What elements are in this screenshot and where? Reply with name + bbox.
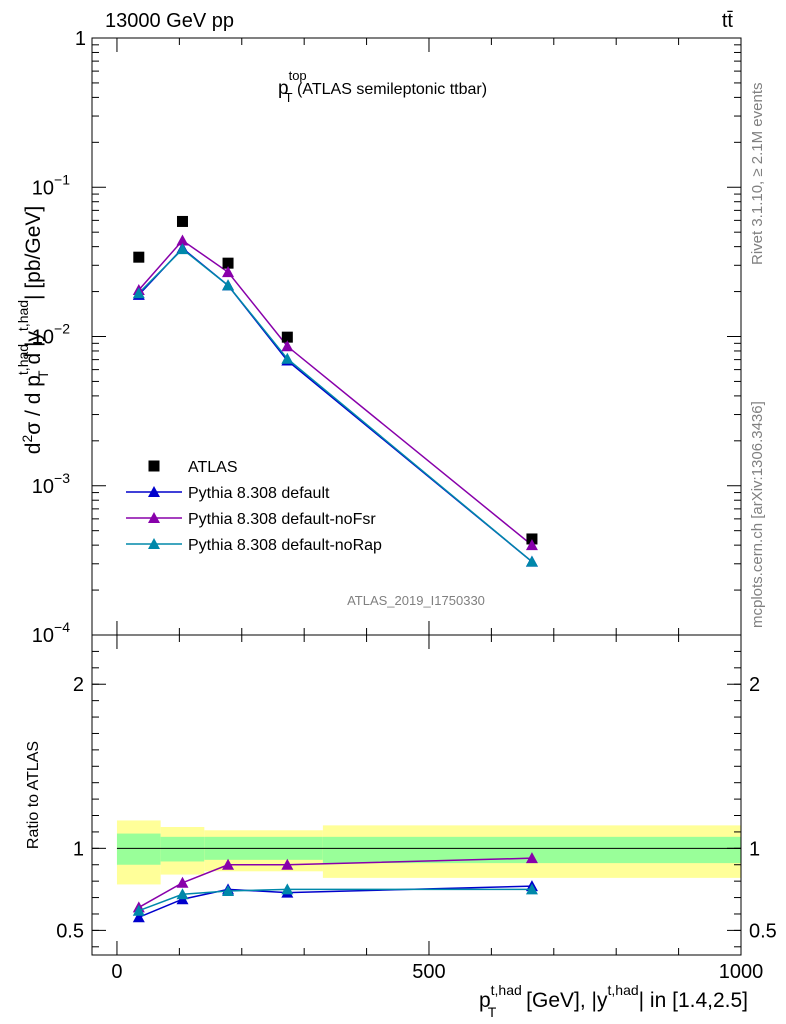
series-2-marker	[281, 340, 294, 352]
series-2-marker	[222, 266, 235, 278]
series-3-marker	[132, 287, 145, 299]
legend-marker-0	[148, 460, 160, 472]
legend-marker-2	[148, 512, 160, 523]
data-marker	[133, 251, 145, 263]
legend-label-0: ATLAS	[188, 459, 238, 476]
data-marker	[176, 215, 188, 227]
main-y-tick-label: 10−4	[32, 619, 70, 647]
series-3-marker	[222, 279, 235, 291]
main-y-tick-label: 10−1	[32, 171, 70, 199]
series-3-marker	[281, 352, 294, 364]
series-2-marker	[176, 234, 189, 246]
legend-marker-3	[148, 538, 160, 549]
ratio-y-axis-label: Ratio to ATLAS	[25, 741, 42, 849]
series-3-marker	[525, 555, 538, 567]
data-marker	[222, 257, 234, 269]
ratio-series-1-marker	[525, 852, 538, 864]
main-panel: ptop T (ATLAS semileptonic ttbar) 10−4 10−…	[15, 28, 742, 647]
legend-label-2: Pythia 8.308 default-noFsr	[188, 511, 376, 528]
data-marker	[526, 533, 538, 545]
ratio-series-0-marker	[132, 911, 145, 923]
ratio-series-2-marker	[176, 888, 189, 900]
ratio-panel: 0.5 0.5 1 1 2 2 0 500 1000 Ratio to ATLAS pt,had…	[25, 634, 777, 1020]
ratio-series-2-marker	[525, 883, 538, 895]
mcplots-label: mcplots.cern.ch [arXiv:1306.3436]	[749, 401, 766, 628]
ratio-series-1-marker	[176, 876, 189, 888]
ratio-y-tick-label: 2	[73, 674, 84, 696]
process-label: tt̄	[722, 10, 734, 32]
legend-label-3: Pythia 8.308 default-noRap	[188, 537, 382, 554]
ratio-series-2-marker	[222, 885, 235, 896]
x-tick-label: 0	[111, 961, 122, 983]
series-3-marker	[176, 243, 189, 255]
ratio-series-2-marker	[132, 904, 145, 916]
rivet-version-label: Rivet 3.1.10, ≥ 2.1M events	[749, 83, 766, 266]
ratio-series-2-marker	[281, 883, 294, 895]
legend-label-1: Pythia 8.308 default	[188, 485, 330, 502]
main-y-tick-label: 1	[75, 28, 86, 50]
ratio-series-line-0	[138, 885, 532, 918]
series-2-marker	[525, 539, 538, 551]
ratio-y-tick-label-right: 0.5	[749, 920, 777, 942]
ratio-y-tick-label: 1	[73, 838, 84, 860]
ratio-inner-band-0	[116, 833, 161, 865]
data-marker	[281, 331, 293, 343]
energy-label: 13000 GeV pp	[105, 10, 234, 32]
plot-title: ptop T (ATLAS semileptonic ttbar)	[278, 68, 487, 105]
x-axis-label: pt,had T [GeV], |yt,had| in [1.4,2.5]	[479, 982, 748, 1020]
ratio-series-1-marker	[281, 858, 294, 870]
x-tick-label: 1000	[719, 961, 764, 983]
x-tick-label: 500	[412, 961, 445, 983]
ratio-inner-band-1	[160, 836, 205, 862]
main-y-tick-label: 10−3	[32, 470, 70, 498]
legend: ATLAS Pythia 8.308 default Pythia 8.308 de…	[126, 459, 382, 554]
ratio-series-1-marker	[222, 858, 235, 870]
analysis-id-label: ATLAS_2019_I1750330	[347, 593, 485, 608]
ratio-frame	[91, 634, 742, 956]
ratio-y-tick-label-right: 1	[749, 838, 760, 860]
ratio-y-tick-label-right: 2	[749, 674, 760, 696]
ratio-y-tick-label: 0.5	[56, 920, 84, 942]
main-y-tick-label: 10−2	[32, 321, 70, 349]
ratio-series-line-2	[138, 888, 532, 912]
legend-marker-1	[148, 486, 160, 497]
